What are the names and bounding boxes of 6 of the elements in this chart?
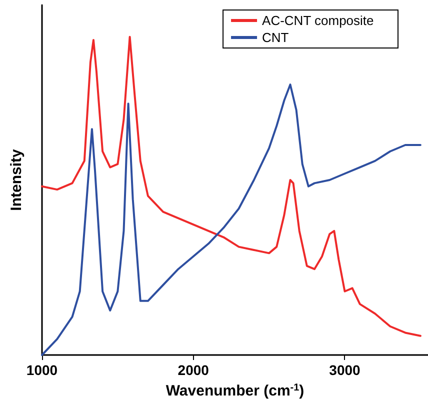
x-tick-label: 2000 [178, 362, 210, 378]
legend-label: CNT [262, 30, 289, 45]
x-tick-label: 1000 [26, 362, 58, 378]
legend-label: AC-CNT composite [262, 13, 374, 28]
x-tick-label: 3000 [329, 362, 361, 378]
y-axis-title: Intensity [8, 148, 25, 211]
